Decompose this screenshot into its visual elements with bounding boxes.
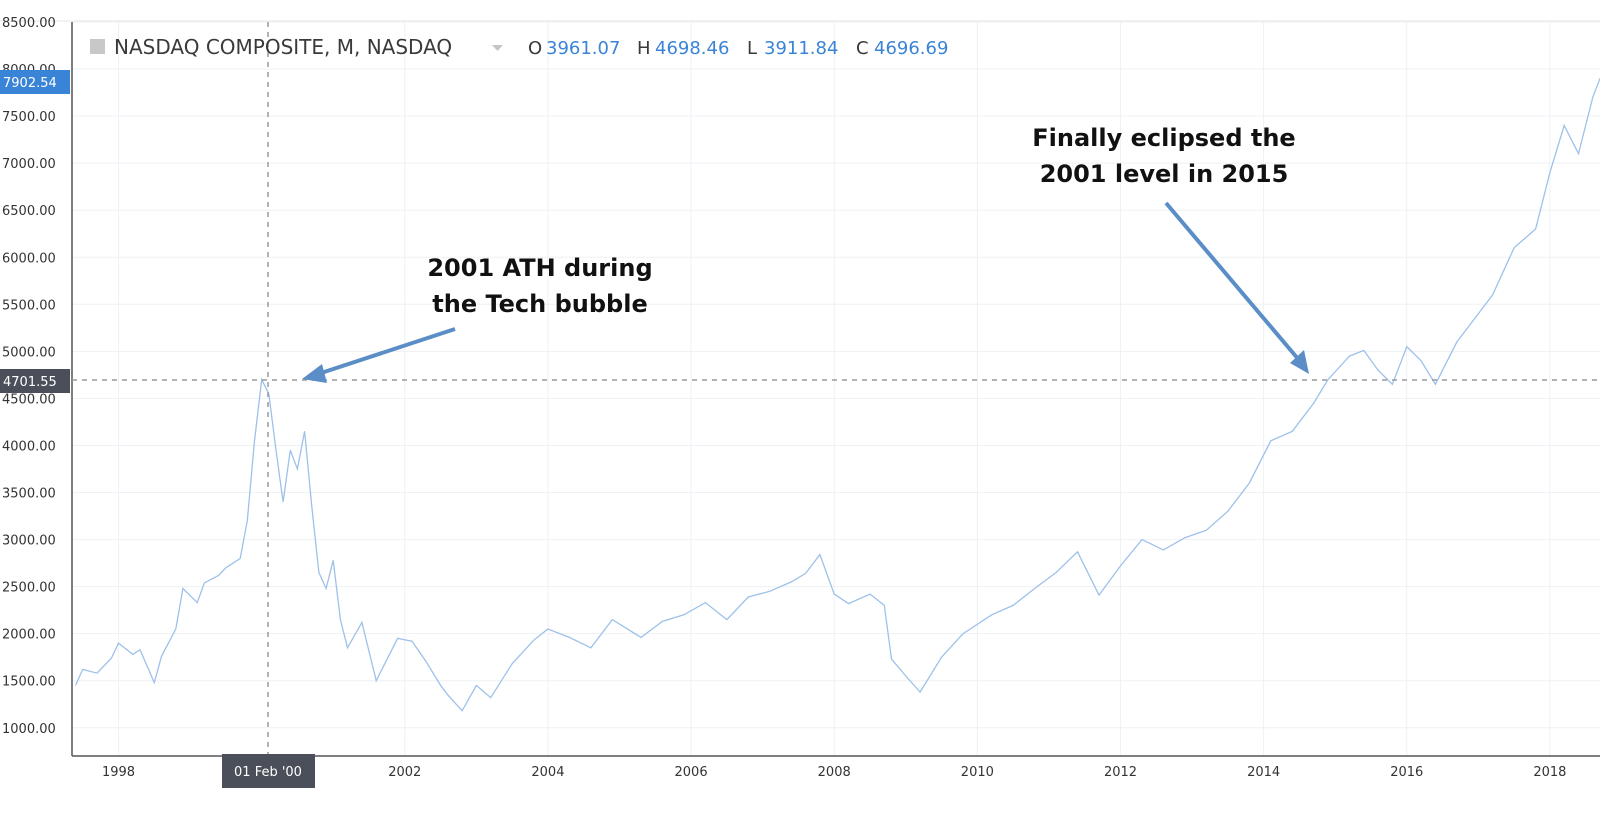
y-tick-label: 7500.00 [2, 110, 56, 125]
axes [71, 22, 1600, 757]
symbol-title[interactable]: NASDAQ COMPOSITE, M, NASDAQ [114, 35, 452, 59]
y-tick-label: 5000.00 [2, 345, 56, 360]
nasdaq-price-line [75, 78, 1600, 712]
eclipse-arrowhead-icon [1290, 350, 1309, 374]
y-tick-label: 3000.00 [2, 534, 56, 549]
high-value: 4698.46 [655, 38, 729, 59]
x-tick-label: 2016 [1390, 765, 1423, 780]
low-value: 3911.84 [764, 38, 838, 59]
y-tick-label: 6500.00 [2, 204, 56, 219]
ath-annotation: 2001 ATH during the Tech bubble [302, 254, 653, 383]
y-tick-label: 6000.00 [2, 251, 56, 266]
crosshair-y-flag: 4701.55 [0, 369, 70, 393]
x-tick-label: 1998 [102, 765, 135, 780]
x-axis-ticks: 1998 2002 2004 2006 2008 2010 2012 2014 2016 2018 [102, 765, 1566, 780]
x-tick-label: 2010 [961, 765, 994, 780]
y-tick-label: 2500.00 [2, 581, 56, 596]
eclipse-annotation-line1: Finally eclipsed the [1032, 124, 1295, 152]
ath-arrow [317, 327, 456, 376]
last-price-label: 7902.54 [3, 76, 57, 91]
y-tick-label: 4000.00 [2, 439, 56, 454]
x-tick-label: 2006 [675, 765, 708, 780]
last-price-flag: 7902.54 [0, 70, 70, 94]
x-tick-label: 2004 [531, 765, 564, 780]
y-tick-label: 2000.00 [2, 628, 56, 643]
chart-header: NASDAQ COMPOSITE, M, NASDAQ O 3961.07 H … [90, 35, 948, 59]
high-label: H [637, 38, 651, 59]
eclipse-annotation: Finally eclipsed the 2001 level in 2015 [1032, 124, 1309, 374]
symbol-flag-icon [90, 39, 105, 54]
grid [72, 21, 1600, 756]
x-tick-label: 2018 [1533, 765, 1566, 780]
y-axis-ticks: 1000.00 1500.00 2000.00 2500.00 3000.00 3500.… [2, 16, 56, 737]
x-tick-label: 2008 [818, 765, 851, 780]
x-tick-label: 2014 [1247, 765, 1280, 780]
close-label: C [856, 38, 869, 59]
low-label: L [747, 38, 757, 59]
y-tick-label: 7000.00 [2, 157, 56, 172]
open-value: 3961.07 [546, 38, 620, 59]
y-tick-label: 1000.00 [2, 722, 56, 737]
ath-annotation-line1: 2001 ATH during [427, 254, 652, 282]
crosshair-y-label: 4701.55 [3, 375, 57, 390]
chevron-down-icon[interactable] [492, 45, 503, 51]
y-tick-label: 1500.00 [2, 675, 56, 690]
crosshair-x-flag: 01 Feb '00 [222, 754, 315, 788]
close-value: 4696.69 [874, 38, 948, 59]
crosshair-x-label: 01 Feb '00 [234, 765, 302, 780]
y-tick-label: 3500.00 [2, 487, 56, 502]
y-tick-label: 4500.00 [2, 392, 56, 407]
eclipse-annotation-line2: 2001 level in 2015 [1040, 160, 1289, 188]
open-label: O [528, 38, 542, 59]
y-tick-label: 8500.00 [2, 16, 56, 31]
eclipse-arrow [1164, 201, 1301, 362]
x-tick-label: 2002 [388, 765, 421, 780]
x-tick-label: 2012 [1104, 765, 1137, 780]
ath-annotation-line2: the Tech bubble [432, 290, 647, 318]
ath-arrowhead-icon [302, 364, 327, 383]
y-tick-label: 5500.00 [2, 298, 56, 313]
